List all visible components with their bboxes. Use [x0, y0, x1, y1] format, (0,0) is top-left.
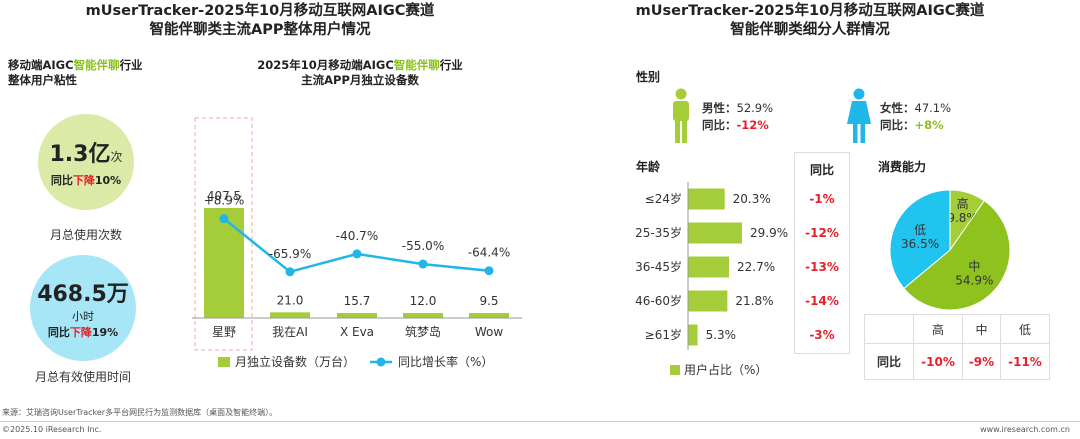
- bar-value-label: 12.0: [410, 294, 437, 308]
- cons-header-mid: 中: [962, 314, 1001, 344]
- bar: [270, 312, 310, 318]
- age-title: 年龄: [636, 160, 661, 174]
- cons-row-label: 同比: [864, 343, 914, 380]
- site-url: www.iresearch.com.cn: [980, 425, 1070, 434]
- bar: [403, 313, 443, 318]
- age-bar: [688, 290, 728, 312]
- pie-slice-label: 低: [914, 223, 926, 237]
- growth-label: +8.9%: [204, 194, 245, 208]
- time-circle: 468.5万 小时 同比下降19%: [30, 255, 136, 361]
- category-label: 我在AI: [272, 325, 308, 339]
- left-title: mUserTracker-2025年10月移动互联网AIGC赛道 智能伴聊类主流…: [85, 3, 435, 38]
- growth-point: [285, 267, 295, 277]
- legend-line-point: [376, 357, 386, 367]
- age-yoy-box: 同比 -1% -12% -13% -14% -3%: [794, 152, 850, 354]
- age-group-label: ≥61岁: [645, 327, 682, 342]
- pie-slice-value: 54.9%: [955, 273, 993, 287]
- age-yoy-value: -1%: [809, 192, 835, 206]
- pie-slice: [889, 189, 951, 290]
- age-value-label: 21.8%: [735, 294, 773, 308]
- right-title: mUserTracker-2025年10月移动互联网AIGC赛道 智能伴聊类细分…: [635, 3, 985, 38]
- time-caption: 月总有效使用时间: [34, 370, 131, 384]
- cons-header-high: 高: [912, 314, 964, 344]
- cons-header-low: 低: [999, 314, 1051, 344]
- age-chart: ≤24岁 20.3% 25-35岁 29.9% 36-45岁 22.7% 46-60岁 21.…: [635, 182, 788, 377]
- copyright: ©2025.10 iResearch Inc.: [2, 425, 102, 434]
- growth-point: [418, 259, 428, 269]
- category-label: X Eva: [340, 325, 374, 339]
- pie-slice-label: 高: [957, 196, 969, 211]
- age-legend-label: 用户占比（%）: [684, 362, 767, 377]
- legend-bar-label: 月独立设备数（万台）: [235, 354, 355, 369]
- footer-divider: [0, 421, 1080, 422]
- age-bar: [688, 188, 725, 210]
- usage-caption: 月总使用次数: [49, 228, 122, 242]
- usage-circle: 1.3亿次 同比下降10%: [38, 114, 134, 210]
- age-value-label: 5.3%: [706, 328, 737, 342]
- male-icon: [673, 88, 689, 143]
- age-yoy-value: -14%: [805, 294, 839, 308]
- growth-label: -65.9%: [269, 247, 311, 261]
- category-label: Wow: [475, 325, 504, 339]
- male-stats: 男性：52.9% 同比：-12%: [702, 101, 774, 132]
- age-value-label: 22.7%: [737, 260, 775, 274]
- growth-point: [352, 249, 362, 259]
- age-value-label: 20.3%: [733, 192, 771, 206]
- consumption-pie: 高9.8%中54.9%低36.5%: [889, 189, 1011, 311]
- cons-yoy-high: -10%: [912, 343, 964, 380]
- pie-slice-value: 36.5%: [901, 237, 939, 251]
- age-bar: [688, 256, 729, 278]
- age-yoy-value: -3%: [809, 328, 835, 342]
- mau-chart: 407.5 星野 21.0 我在AI 15.7 X Eva 12.0 筑梦岛 9.5 Wow +8.…: [192, 117, 522, 369]
- age-group-label: 36-45岁: [635, 259, 682, 274]
- bar-value-label: 21.0: [277, 293, 304, 307]
- age-yoy-value: -12%: [805, 226, 839, 240]
- source-note: 来源：艾瑞咨询UserTracker多平台网民行为监测数据库（桌面及智能终端）。: [2, 408, 278, 417]
- legend-bar-swatch: [218, 357, 230, 367]
- female-icon: [847, 88, 871, 143]
- growth-point: [219, 214, 229, 224]
- age-bar: [688, 222, 742, 244]
- category-label: 星野: [212, 325, 236, 339]
- consumption-title: 消费能力: [878, 160, 927, 174]
- bar: [469, 313, 509, 318]
- consumption-table: 高 中 低 同比 -10% -9% -11%: [864, 314, 1051, 380]
- growth-label: -40.7%: [336, 229, 378, 243]
- bar: [204, 208, 244, 318]
- age-bar: [688, 324, 698, 346]
- cons-yoy-low: -11%: [999, 343, 1051, 380]
- age-yoy-header: 同比: [809, 163, 834, 177]
- bar-value-label: 407.5: [207, 189, 241, 203]
- bar-value-label: 15.7: [344, 294, 371, 308]
- age-group-label: ≤24岁: [645, 191, 682, 206]
- cons-yoy-mid: -9%: [962, 343, 1001, 380]
- chart-title: 2025年10月移动端AIGC智能伴聊行业 主流APP月独立设备数: [257, 58, 463, 87]
- highlight-box: [194, 117, 253, 351]
- gender-title: 性别: [636, 70, 661, 84]
- stickiness-title: 移动端AIGC智能伴聊行业 整体用户粘性: [8, 58, 143, 87]
- growth-line: [223, 217, 490, 274]
- female-stats: 女性：47.1% 同比：+8%: [880, 101, 952, 132]
- bar-value-label: 9.5: [479, 294, 498, 308]
- pie-slice-label: 中: [968, 258, 980, 273]
- bar: [337, 313, 377, 318]
- pie-slice: [903, 200, 1011, 311]
- growth-label: -55.0%: [402, 239, 444, 253]
- legend-line-label: 同比增长率（%）: [398, 354, 493, 369]
- age-value-label: 29.9%: [750, 226, 788, 240]
- growth-label: -64.4%: [468, 246, 510, 260]
- age-group-label: 25-35岁: [635, 225, 682, 240]
- age-yoy-value: -13%: [805, 260, 839, 274]
- age-legend-swatch: [670, 365, 680, 375]
- age-group-label: 46-60岁: [635, 293, 682, 308]
- category-label: 筑梦岛: [405, 324, 441, 339]
- growth-point: [484, 266, 494, 276]
